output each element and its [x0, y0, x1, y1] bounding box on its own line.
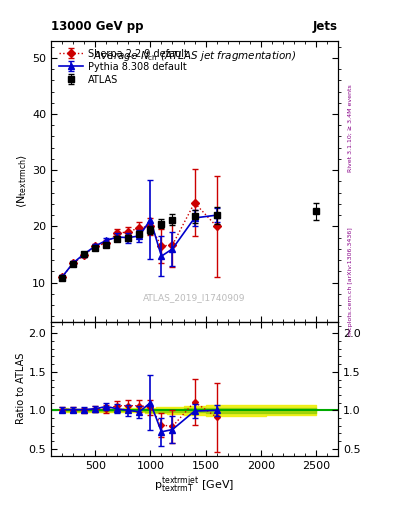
Text: ATLAS_2019_I1740909: ATLAS_2019_I1740909 — [143, 293, 246, 302]
Y-axis label: Ratio to ATLAS: Ratio to ATLAS — [16, 353, 26, 424]
Legend: Sherpa 2.2.9 default, Pythia 8.308 default, ATLAS: Sherpa 2.2.9 default, Pythia 8.308 defau… — [56, 46, 191, 88]
Text: Rivet 3.1.10; ≥ 3.4M events: Rivet 3.1.10; ≥ 3.4M events — [348, 84, 353, 172]
Text: 13000 GeV pp: 13000 GeV pp — [51, 20, 143, 33]
X-axis label: $p_{\rm textrm{T}}^{\rm textrm{jet}}$ [GeV]: $p_{\rm textrm{T}}^{\rm textrm{jet}}$ [G… — [154, 475, 235, 496]
Y-axis label: $\langle N_{\rm textrm{ch}}\rangle$: $\langle N_{\rm textrm{ch}}\rangle$ — [16, 155, 29, 208]
Text: Average $N_{\rm ch}$ (ATLAS jet fragmentation): Average $N_{\rm ch}$ (ATLAS jet fragment… — [93, 49, 296, 63]
Text: Jets: Jets — [313, 20, 338, 33]
Text: mcplots.cern.ch [arXiv:1306.3436]: mcplots.cern.ch [arXiv:1306.3436] — [348, 227, 353, 336]
